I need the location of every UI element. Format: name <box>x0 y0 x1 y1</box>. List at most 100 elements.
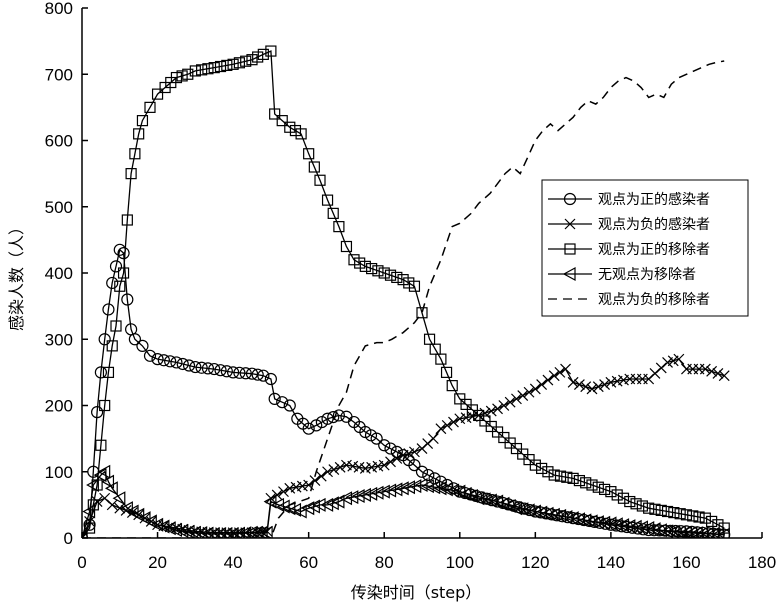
data-point <box>288 502 302 517</box>
data-point <box>315 470 327 482</box>
data-point <box>101 474 115 489</box>
data-point <box>712 368 724 379</box>
data-point <box>390 445 403 458</box>
data-point <box>170 71 183 84</box>
data-point <box>536 462 548 475</box>
data-point <box>370 485 384 500</box>
data-point <box>693 511 705 523</box>
data-point <box>440 366 453 378</box>
data-point <box>289 124 302 137</box>
y-ticks: 0 100 200 300 400 500 600 700 800 <box>45 0 88 548</box>
data-point <box>517 390 529 401</box>
data-point <box>655 504 667 516</box>
data-point <box>189 65 201 77</box>
series-5 <box>82 60 725 538</box>
data-point <box>609 517 623 532</box>
data-point <box>567 472 579 484</box>
data-point <box>208 362 221 376</box>
series-2 <box>82 353 730 538</box>
data-point <box>536 379 548 390</box>
data-point <box>144 514 157 529</box>
y-tick-label: 400 <box>45 264 73 283</box>
data-point <box>598 483 611 496</box>
data-point <box>611 489 623 501</box>
legend-swatch-marker <box>563 192 577 206</box>
data-point <box>87 499 99 511</box>
data-point <box>268 392 281 405</box>
data-point <box>252 51 264 63</box>
data-point <box>560 363 571 375</box>
legend-label: 无观点为移除者 <box>598 267 696 283</box>
legend-label: 观点为负的移除者 <box>598 292 710 308</box>
data-point <box>674 508 686 520</box>
data-point <box>114 502 126 514</box>
data-point <box>181 524 195 538</box>
data-point <box>265 45 277 57</box>
data-point <box>246 54 258 66</box>
data-point <box>182 68 194 80</box>
data-point <box>378 439 391 452</box>
legend-item: 观点为正的感染者 <box>548 191 710 208</box>
data-point <box>301 501 315 516</box>
data-point <box>586 383 598 395</box>
legend-label: 观点为正的移除者 <box>598 242 710 258</box>
x-tick-label: 160 <box>672 553 700 572</box>
data-point <box>504 396 516 408</box>
data-point <box>176 70 188 82</box>
data-point <box>175 523 189 538</box>
data-point <box>672 525 686 538</box>
data-point <box>509 501 523 516</box>
data-point <box>384 269 397 281</box>
data-point <box>630 498 642 510</box>
data-point <box>441 419 453 431</box>
data-point <box>102 303 115 316</box>
data-point <box>378 459 390 471</box>
data-point <box>309 475 321 487</box>
data-point <box>239 367 252 380</box>
data-point <box>325 496 339 511</box>
data-point <box>131 507 145 522</box>
y-tick-label: 200 <box>45 397 73 416</box>
data-point <box>202 63 214 75</box>
data-point <box>327 207 339 219</box>
data-point <box>117 267 130 279</box>
data-point <box>427 433 439 445</box>
y-axis-title: 感染人数（人） <box>7 219 26 331</box>
legend-label: 观点为正的感染者 <box>598 191 710 208</box>
data-point <box>164 355 177 368</box>
data-point <box>208 62 220 74</box>
data-point <box>82 504 96 519</box>
data-point <box>162 521 176 536</box>
data-point <box>409 446 420 458</box>
data-point <box>97 464 111 479</box>
data-point <box>278 486 289 498</box>
x-tick-label: 80 <box>375 553 394 572</box>
data-point <box>225 527 239 538</box>
data-point <box>408 459 421 472</box>
data-point <box>397 274 409 286</box>
data-point <box>485 405 497 417</box>
data-point <box>295 128 307 140</box>
data-point <box>584 514 598 529</box>
x-tick-label: 0 <box>77 553 86 572</box>
data-point <box>421 479 434 494</box>
y-tick-label: 800 <box>45 0 73 18</box>
series-line <box>82 358 725 538</box>
series-3 <box>82 45 730 538</box>
data-point <box>641 521 655 536</box>
data-point <box>240 55 252 67</box>
data-point <box>542 374 554 386</box>
data-point <box>257 369 270 382</box>
data-point <box>232 526 246 538</box>
data-point <box>448 416 459 428</box>
data-point <box>358 487 371 502</box>
data-point <box>284 121 296 133</box>
data-point <box>99 492 111 504</box>
data-point <box>327 410 340 424</box>
data-point <box>647 522 661 537</box>
data-point <box>716 527 730 538</box>
data-point <box>144 101 156 113</box>
data-point <box>98 333 111 346</box>
data-point <box>136 339 149 352</box>
